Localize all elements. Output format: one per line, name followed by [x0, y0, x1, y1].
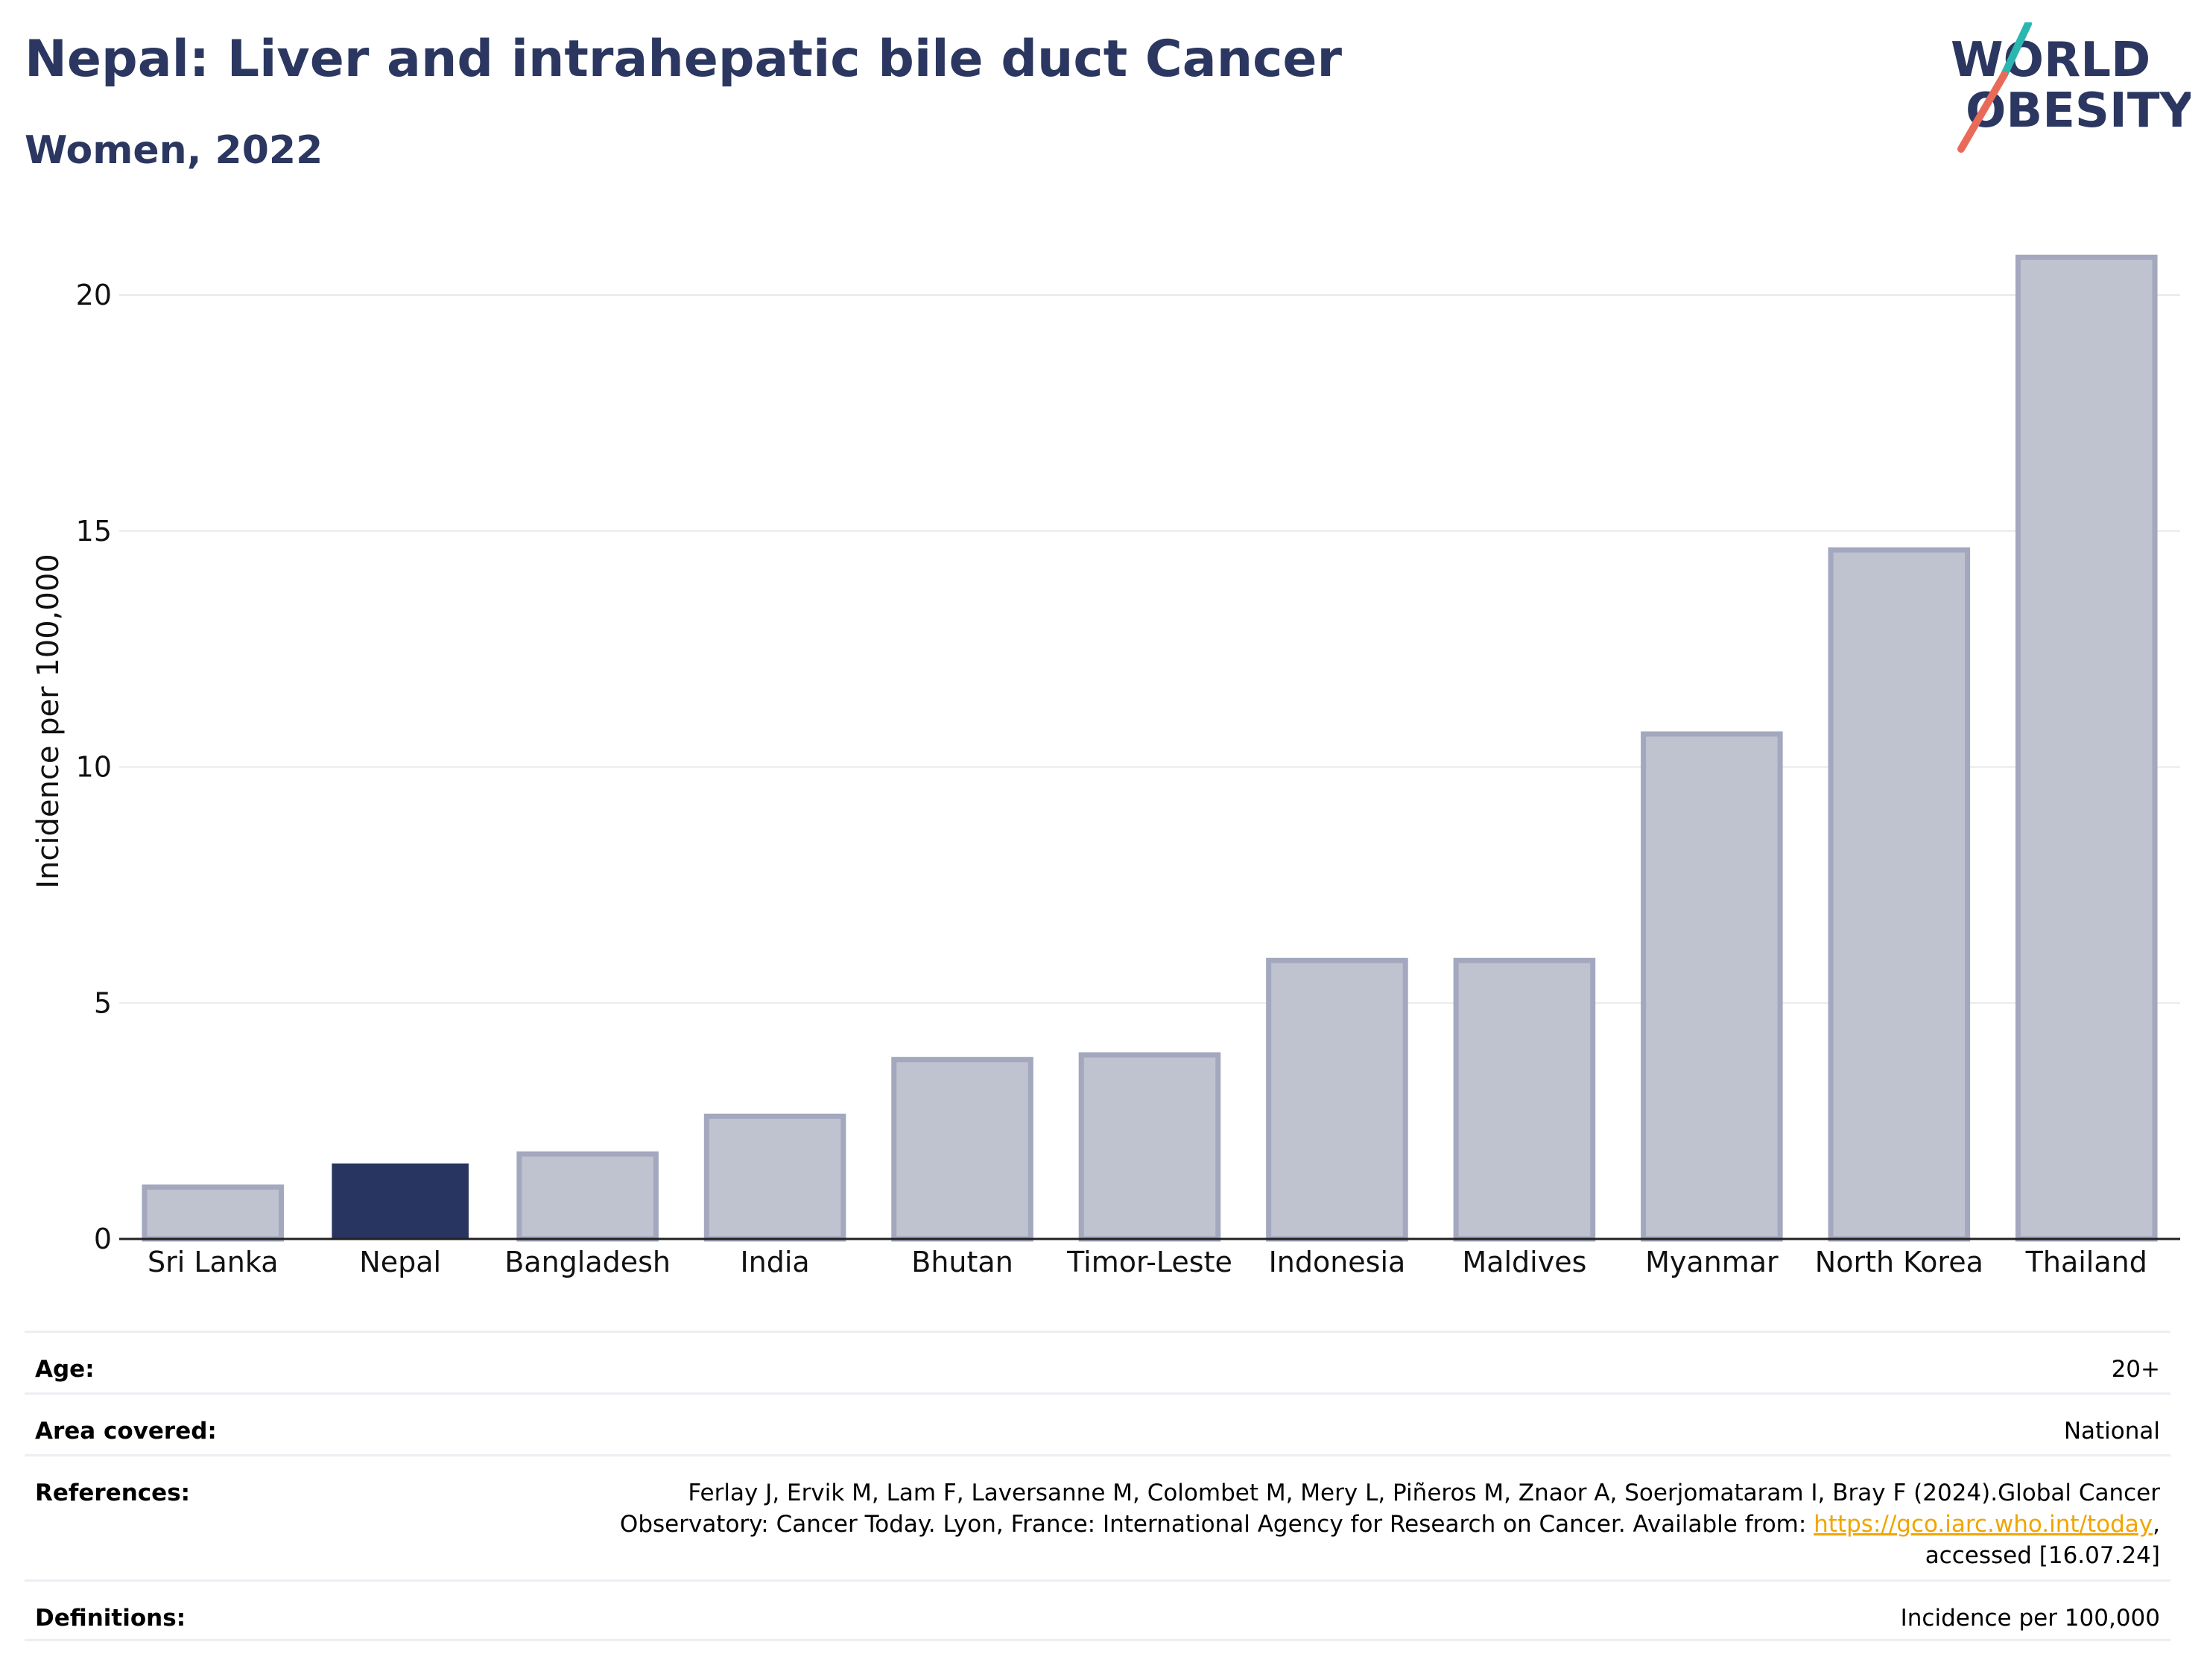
x-tick-label-myanmar: Myanmar: [1645, 1246, 1779, 1278]
x-tick-label-north-korea: North Korea: [1815, 1246, 1983, 1278]
logo-slash-teal: [2001, 22, 2032, 78]
logo-text-world: WORLD: [1951, 33, 2150, 88]
bars: [142, 254, 2158, 1242]
bar-nepal: [332, 1163, 469, 1239]
y-tick-label: 5: [94, 986, 112, 1019]
y-tick-label: 20: [76, 279, 112, 311]
logo-text-obesity: OBESITY: [1966, 83, 2191, 139]
world-obesity-logo: WORLD OBESITY: [1951, 22, 2191, 153]
references-line-1: Ferlay J, Ervik M, Lam F, Laversanne M, …: [688, 1480, 2160, 1506]
y-tick-labels: 0 5 10 15 20: [76, 279, 112, 1255]
x-tick-label-india: India: [740, 1246, 809, 1278]
meta-row-definitions: Definitions: Incidence per 100,000: [25, 1579, 2170, 1641]
definitions-value: Incidence per 100,000: [1900, 1605, 2160, 1632]
x-tick-label-thailand: Thailand: [2025, 1246, 2147, 1278]
references-line-2-text: Observatory: Cancer Today. Lyon, France:…: [619, 1511, 1814, 1538]
references-label: References:: [35, 1480, 191, 1506]
chart-title: Nepal: Liver and intrahepatic bile duct …: [25, 30, 1343, 89]
x-tick-label-timor-leste: Timor-Leste: [1066, 1246, 1232, 1278]
bar-bangladesh: [516, 1151, 659, 1242]
bar-thailand: [2015, 254, 2158, 1242]
meta-row-area: Area covered: National: [25, 1392, 2170, 1454]
bar-chart: 0 5 10 15 20 Sri Lanka Nepal Bangladesh India Bh…: [31, 254, 2180, 1278]
y-axis-title: Incidence per 100,000: [31, 554, 66, 889]
x-tick-label-maldives: Maldives: [1462, 1246, 1586, 1278]
references-line-3: accessed [16.07.24]: [1925, 1542, 2160, 1569]
bar-myanmar: [1641, 731, 1783, 1242]
bar-india: [703, 1113, 846, 1242]
bar-indonesia: [1266, 957, 1408, 1242]
x-tick-labels: Sri Lanka Nepal Bangladesh India Bhutan Timor…: [148, 1246, 2147, 1278]
area-value: National: [2063, 1418, 2160, 1445]
references-line-2: Observatory: Cancer Today. Lyon, France:…: [446, 1509, 2160, 1540]
y-tick-label: 15: [76, 515, 112, 548]
bar-maldives: [1453, 957, 1596, 1242]
references-link[interactable]: https://gco.iarc.who.int/today: [1814, 1511, 2153, 1538]
x-tick-label-indonesia: Indonesia: [1269, 1246, 1406, 1278]
x-tick-label-sri-lanka: Sri Lanka: [148, 1246, 279, 1278]
age-label: Age:: [35, 1356, 95, 1383]
meta-row-references: References: Ferlay J, Ervik M, Lam F, La…: [25, 1454, 2170, 1579]
metadata-table: Age: 20+ Area covered: National Referenc…: [25, 1331, 2170, 1641]
logo-slash-coral: [1957, 71, 2008, 153]
chart-subtitle: Women, 2022: [25, 128, 323, 173]
meta-row-age: Age: 20+: [25, 1331, 2170, 1392]
age-value: 20+: [2111, 1356, 2160, 1383]
bar-bhutan: [891, 1056, 1033, 1242]
y-tick-label: 10: [76, 751, 112, 784]
x-tick-label-bhutan: Bhutan: [911, 1246, 1013, 1278]
area-label: Area covered:: [35, 1418, 217, 1445]
y-tick-label: 0: [94, 1223, 112, 1255]
x-tick-label-nepal: Nepal: [359, 1246, 441, 1278]
bar-sri-lanka: [142, 1184, 285, 1242]
x-tick-label-bangladesh: Bangladesh: [504, 1246, 671, 1278]
bar-north-korea: [1828, 547, 1971, 1242]
references-line-2-comma: ,: [2153, 1511, 2160, 1538]
bar-timor-leste: [1078, 1052, 1221, 1242]
definitions-label: Definitions:: [35, 1605, 186, 1632]
references-value: Ferlay J, Ervik M, Lam F, Laversanne M, …: [446, 1477, 2160, 1579]
